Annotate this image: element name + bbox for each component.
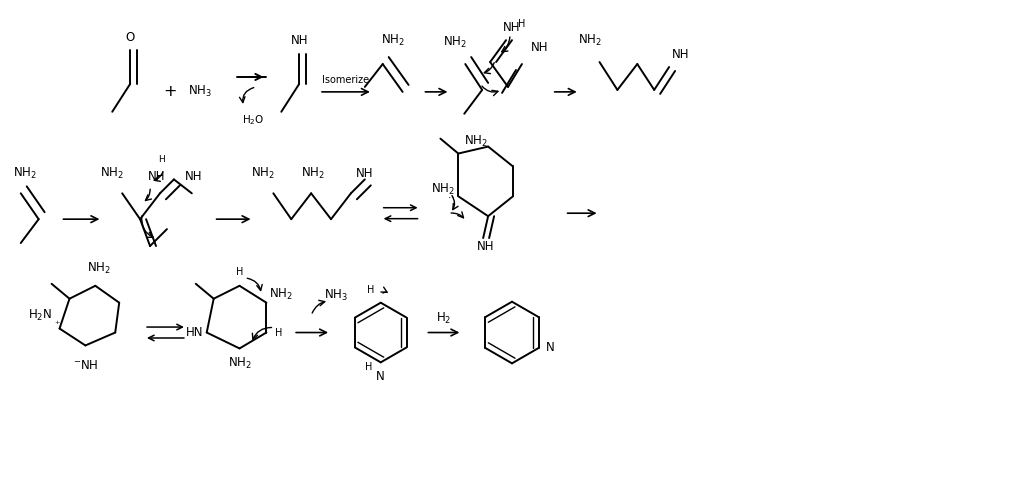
Text: NH: NH <box>531 41 549 54</box>
Text: H: H <box>159 155 165 164</box>
Text: NH$_2$: NH$_2$ <box>381 33 404 48</box>
Text: NH$_2$: NH$_2$ <box>269 287 293 302</box>
Text: Isomerize: Isomerize <box>323 75 370 85</box>
Text: NH$_2$: NH$_2$ <box>464 134 488 149</box>
Text: NH$_3$: NH$_3$ <box>187 84 212 99</box>
Text: NH$_2$: NH$_2$ <box>13 166 37 181</box>
Text: $^{-}$NH: $^{-}$NH <box>73 359 98 372</box>
Text: N: N <box>377 370 385 383</box>
Text: NH$_2$: NH$_2$ <box>578 33 601 48</box>
Text: NH$_2$: NH$_2$ <box>252 166 275 181</box>
Text: HN: HN <box>186 326 204 339</box>
Text: NH: NH <box>356 167 374 180</box>
Text: NH$_2$: NH$_2$ <box>431 182 456 197</box>
Text: $_+$: $_+$ <box>52 318 60 327</box>
Text: ··: ·· <box>449 193 459 203</box>
Text: H: H <box>368 285 375 295</box>
Text: NH: NH <box>291 34 308 47</box>
Text: H$_2$N: H$_2$N <box>28 308 52 323</box>
Text: H: H <box>518 19 525 29</box>
Text: +: + <box>163 84 177 99</box>
Text: H: H <box>274 327 282 337</box>
Text: H: H <box>366 362 373 372</box>
Text: NH: NH <box>673 48 690 61</box>
Text: NH$_2$: NH$_2$ <box>227 356 252 371</box>
Text: NH: NH <box>476 240 494 252</box>
Text: H: H <box>236 267 244 277</box>
Text: NH$_2$: NH$_2$ <box>443 35 467 50</box>
Text: NH$_3$: NH$_3$ <box>324 288 348 303</box>
Text: NH$_2$: NH$_2$ <box>87 261 112 276</box>
Text: NH: NH <box>148 170 166 183</box>
Text: N: N <box>546 341 555 355</box>
Text: NH$_2$: NH$_2$ <box>301 166 325 181</box>
Text: NH: NH <box>185 170 203 183</box>
Text: O: O <box>126 31 135 44</box>
Text: NH: NH <box>503 21 521 34</box>
Text: H$_2$: H$_2$ <box>435 311 452 326</box>
Text: NH$_2$: NH$_2$ <box>100 166 124 181</box>
Text: H$_2$O: H$_2$O <box>243 113 264 126</box>
